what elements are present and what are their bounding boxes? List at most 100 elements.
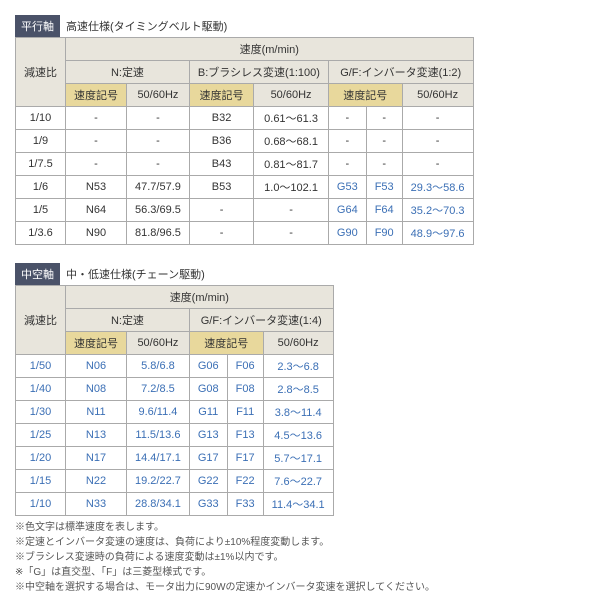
cell: 29.3～58.6 xyxy=(402,176,473,199)
cell: 0.81～81.7 xyxy=(254,153,329,176)
cell: G17 xyxy=(189,447,227,470)
h-n: N:定速 xyxy=(66,309,190,332)
note-line: ※色文字は標準速度を表します。 xyxy=(15,520,585,535)
cell: - xyxy=(189,199,253,222)
ratio-cell: 1/25 xyxy=(16,424,66,447)
table-row: 1/20N1714.4/17.1G17F175.7～17.1 xyxy=(16,447,334,470)
cell: G33 xyxy=(189,493,227,516)
note-line: ※「G」は直交型、「F」は三菱型様式です。 xyxy=(15,565,585,580)
cell: G13 xyxy=(189,424,227,447)
table-row: 1/10--B320.61～61.3--- xyxy=(16,107,474,130)
cell: N33 xyxy=(66,493,127,516)
cell: G90 xyxy=(328,222,366,245)
cell: N17 xyxy=(66,447,127,470)
table-row: 1/6N5347.7/57.9B531.0～102.1G53F5329.3～58… xyxy=(16,176,474,199)
table-row: 1/25N1311.5/13.6G13F134.5～13.6 xyxy=(16,424,334,447)
h-hz: 50/60Hz xyxy=(127,84,190,107)
h-speed: 速度(m/min) xyxy=(66,38,474,61)
note-line: ※定速とインバータ変速の速度は、負荷により±10%程度変動します。 xyxy=(15,535,585,550)
cell: 28.8/34.1 xyxy=(127,493,190,516)
cell: - xyxy=(254,199,329,222)
table-row: 1/9--B360.68～68.1--- xyxy=(16,130,474,153)
note-line: ※ブラシレス変速時の負荷による速度変動は±1%以内です。 xyxy=(15,550,585,565)
cell: - xyxy=(402,130,473,153)
table-row: 1/5N6456.3/69.5--G64F6435.2～70.3 xyxy=(16,199,474,222)
cell: B53 xyxy=(189,176,253,199)
cell: F64 xyxy=(366,199,402,222)
cell: - xyxy=(366,153,402,176)
cell: - xyxy=(66,107,127,130)
cell: N06 xyxy=(66,355,127,378)
h-code: 速度記号 xyxy=(189,84,253,107)
cell: 35.2～70.3 xyxy=(402,199,473,222)
table-row: 1/40N087.2/8.5G08F082.8～8.5 xyxy=(16,378,334,401)
table-row: 1/3.6N9081.8/96.5--G90F9048.9～97.6 xyxy=(16,222,474,245)
ratio-cell: 1/3.6 xyxy=(16,222,66,245)
table-row: 1/15N2219.2/22.7G22F227.6～22.7 xyxy=(16,470,334,493)
cell: G22 xyxy=(189,470,227,493)
h-speed: 速度(m/min) xyxy=(66,286,334,309)
footnotes: ※色文字は標準速度を表します。※定速とインバータ変速の速度は、負荷により±10%… xyxy=(15,520,585,595)
cell: 56.3/69.5 xyxy=(127,199,190,222)
cell: G08 xyxy=(189,378,227,401)
note-line: ※中空軸を選択する場合は、モータ出力に90Wの定速かインバータ変速を選択してくだ… xyxy=(15,580,585,595)
cell: 14.4/17.1 xyxy=(127,447,190,470)
cell: 7.2/8.5 xyxy=(127,378,190,401)
cell: G06 xyxy=(189,355,227,378)
table1: 減速比 速度(m/min) N:定速 B:ブラシレス変速(1:100) G/F:… xyxy=(15,37,474,245)
cell: - xyxy=(366,107,402,130)
h-code: 速度記号 xyxy=(328,84,402,107)
h-code: 速度記号 xyxy=(66,84,127,107)
cell: - xyxy=(328,130,366,153)
h-ratio: 減速比 xyxy=(16,286,66,355)
cell: 81.8/96.5 xyxy=(127,222,190,245)
ratio-cell: 1/7.5 xyxy=(16,153,66,176)
ratio-cell: 1/15 xyxy=(16,470,66,493)
cell: - xyxy=(328,107,366,130)
cell: 11.5/13.6 xyxy=(127,424,190,447)
cell: N11 xyxy=(66,401,127,424)
ratio-cell: 1/30 xyxy=(16,401,66,424)
cell: - xyxy=(189,222,253,245)
cell: - xyxy=(328,153,366,176)
cell: B43 xyxy=(189,153,253,176)
cell: F11 xyxy=(227,401,263,424)
h-hz: 50/60Hz xyxy=(402,84,473,107)
table-row: 1/10N3328.8/34.1G33F3311.4～34.1 xyxy=(16,493,334,516)
cell: 5.7～17.1 xyxy=(263,447,333,470)
cell: 2.8～8.5 xyxy=(263,378,333,401)
cell: G11 xyxy=(189,401,227,424)
cell: - xyxy=(366,130,402,153)
t2-bar: 中空軸 xyxy=(15,263,60,285)
table1-section: 平行軸高速仕様(タイミングベルト駆動) 減速比 速度(m/min) N:定速 B… xyxy=(15,15,585,245)
cell: 0.61～61.3 xyxy=(254,107,329,130)
cell: F53 xyxy=(366,176,402,199)
h-code: 速度記号 xyxy=(66,332,127,355)
cell: F90 xyxy=(366,222,402,245)
cell: 19.2/22.7 xyxy=(127,470,190,493)
t2-rest: 中・低速仕様(チェーン駆動) xyxy=(60,263,211,285)
cell: F17 xyxy=(227,447,263,470)
cell: B36 xyxy=(189,130,253,153)
cell: - xyxy=(402,153,473,176)
cell: 7.6～22.7 xyxy=(263,470,333,493)
cell: N08 xyxy=(66,378,127,401)
t1-bar: 平行軸 xyxy=(15,15,60,37)
cell: 2.3～6.8 xyxy=(263,355,333,378)
cell: - xyxy=(254,222,329,245)
table-row: 1/7.5--B430.81～81.7--- xyxy=(16,153,474,176)
cell: - xyxy=(66,130,127,153)
cell: 0.68～68.1 xyxy=(254,130,329,153)
cell: F33 xyxy=(227,493,263,516)
cell: F13 xyxy=(227,424,263,447)
cell: F06 xyxy=(227,355,263,378)
cell: 1.0～102.1 xyxy=(254,176,329,199)
cell: - xyxy=(127,130,190,153)
cell: - xyxy=(66,153,127,176)
t1-rest: 高速仕様(タイミングベルト駆動) xyxy=(60,15,233,37)
cell: F22 xyxy=(227,470,263,493)
cell: 3.8～11.4 xyxy=(263,401,333,424)
h-b: B:ブラシレス変速(1:100) xyxy=(189,61,328,84)
h-ratio: 減速比 xyxy=(16,38,66,107)
cell: 9.6/11.4 xyxy=(127,401,190,424)
